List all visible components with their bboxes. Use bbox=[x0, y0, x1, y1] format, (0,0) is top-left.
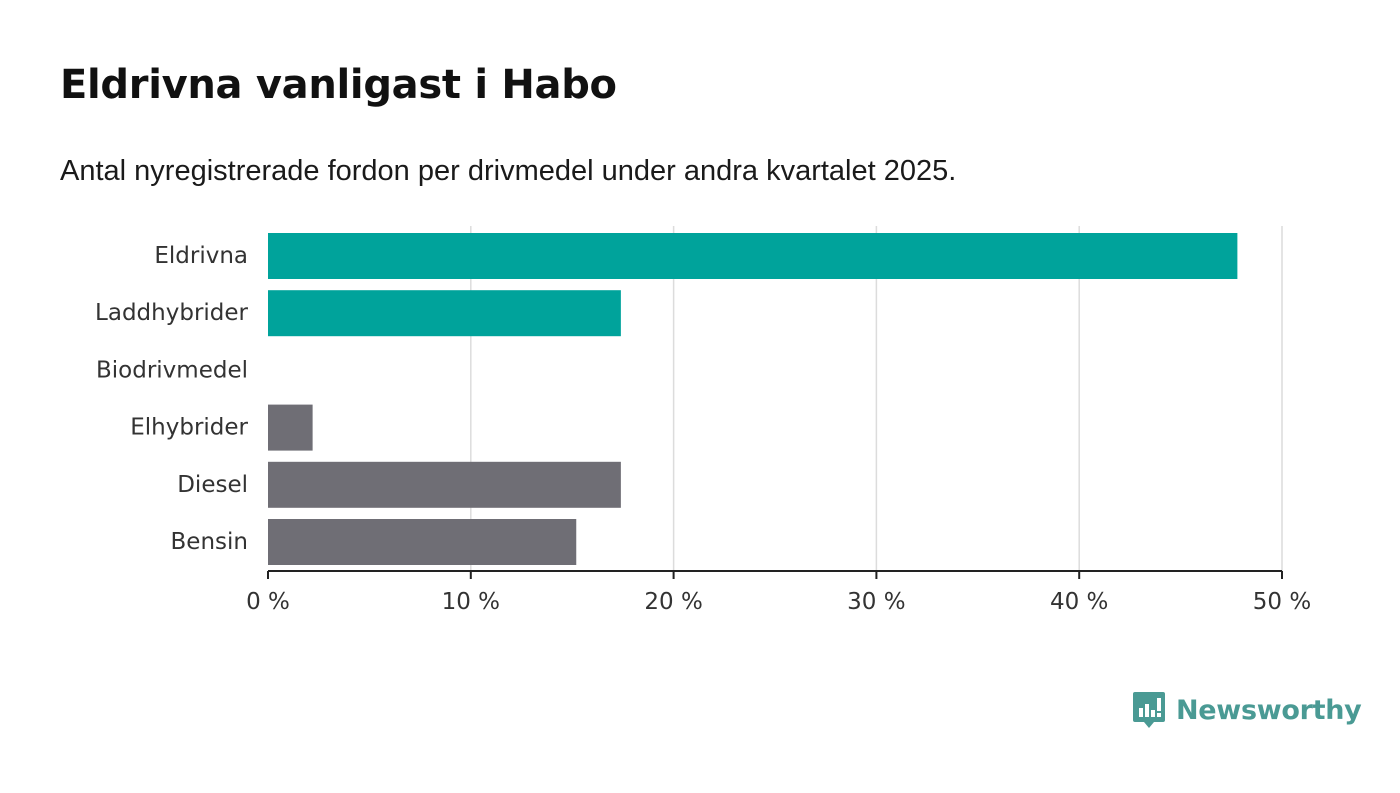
category-label: Elhybrider bbox=[130, 415, 248, 441]
bar bbox=[268, 233, 1238, 279]
x-tick-label: 10 % bbox=[442, 589, 500, 615]
category-label: Biodrivmedel bbox=[96, 357, 248, 383]
bars bbox=[268, 233, 1238, 565]
x-tick-label: 0 % bbox=[246, 589, 290, 615]
newsworthy-logo-icon bbox=[1133, 692, 1165, 728]
x-tick-label: 40 % bbox=[1050, 589, 1108, 615]
newsworthy-logo: Newsworthy bbox=[1132, 690, 1362, 730]
category-label: Bensin bbox=[171, 529, 248, 555]
category-label: Laddhybrider bbox=[95, 300, 248, 326]
category-label: Eldrivna bbox=[154, 243, 248, 269]
bar bbox=[268, 461, 621, 508]
category-label: Diesel bbox=[177, 472, 248, 498]
x-tick-label: 20 % bbox=[644, 589, 702, 615]
category-labels: Eldrivna Laddhybrider Biodrivmedel Elhybrid… bbox=[95, 243, 248, 555]
chart-subtitle: Antal nyregistrerade fordon per drivmede… bbox=[60, 155, 957, 187]
bar bbox=[268, 290, 621, 337]
chart-title: Eldrivna vanligast i Habo bbox=[60, 62, 617, 108]
bar bbox=[268, 519, 577, 565]
brand-name: Newsworthy bbox=[1176, 694, 1362, 726]
bar bbox=[268, 404, 313, 451]
x-axis: 0 % 10 % 20 % 30 % 40 % 50 % bbox=[246, 570, 1311, 615]
x-tick-label: 50 % bbox=[1253, 589, 1311, 615]
x-tick-label: 30 % bbox=[847, 589, 905, 615]
gridlines bbox=[470, 226, 1283, 571]
